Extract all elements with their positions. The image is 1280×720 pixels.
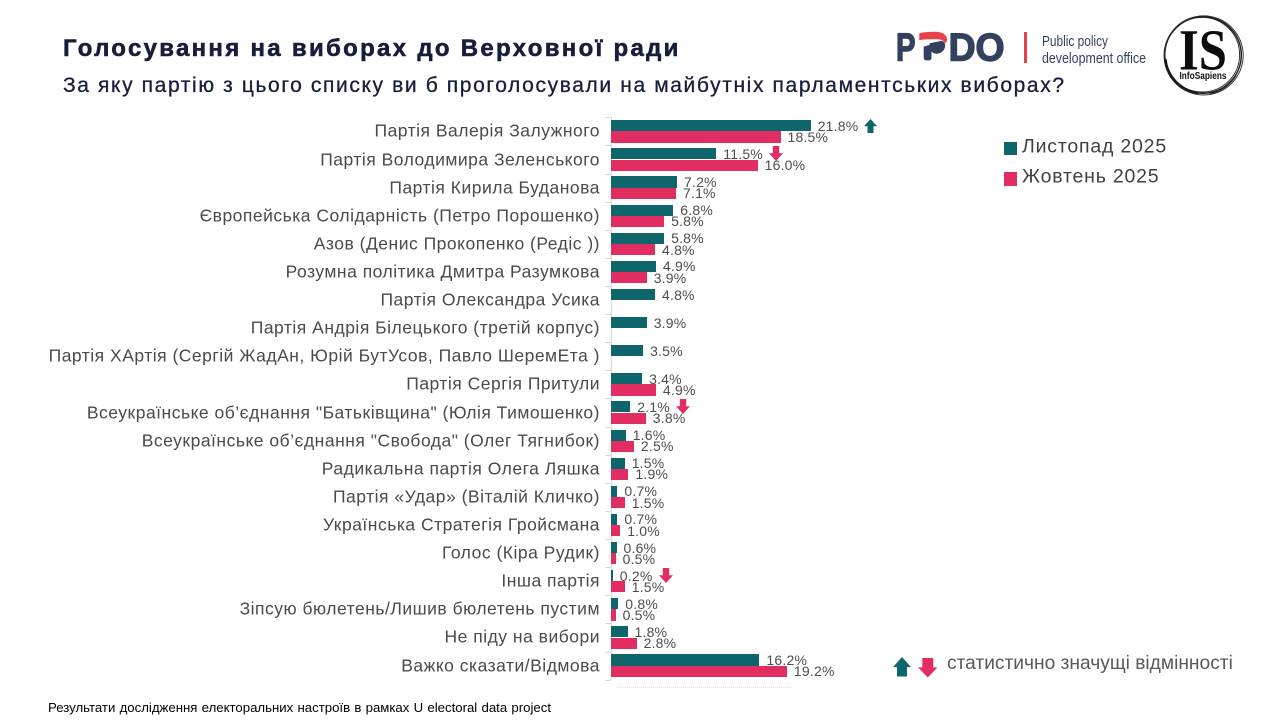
svg-text:Public policy: Public policy — [1042, 33, 1108, 50]
svg-text:development office: development office — [1042, 50, 1146, 67]
svg-text:DO: DO — [949, 27, 1005, 70]
svg-text:InfoSapiens: InfoSapiens — [1180, 71, 1227, 82]
svg-text:P: P — [896, 27, 916, 70]
svg-text:IS: IS — [1179, 18, 1227, 83]
